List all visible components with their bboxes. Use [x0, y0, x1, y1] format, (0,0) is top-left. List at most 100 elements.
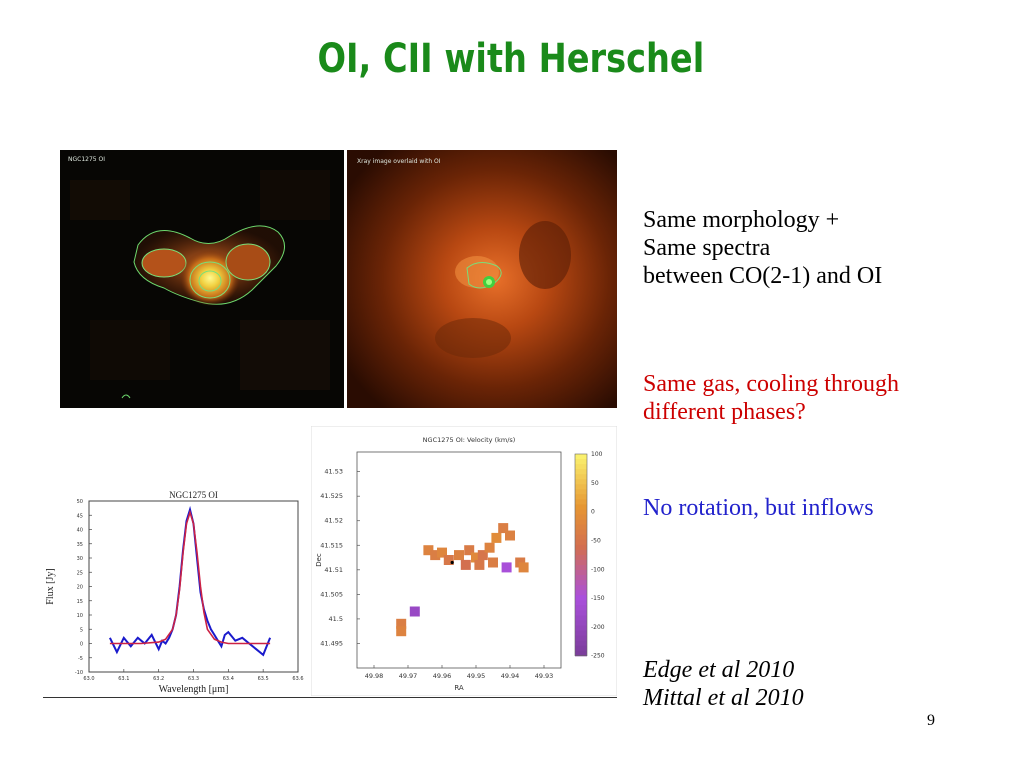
dec-tick-label: 41.53 — [324, 468, 343, 476]
colorbar-segment — [575, 474, 587, 480]
dec-tick-label: 41.515 — [320, 541, 343, 549]
y-tick-label: 40 — [77, 528, 83, 534]
y-tick-label: -10 — [75, 670, 83, 676]
velocity-frame — [356, 451, 562, 669]
colorbar-segment — [575, 484, 587, 490]
colorbar-segment — [575, 524, 587, 531]
colorbar-segment — [575, 590, 587, 596]
velocity-cell — [501, 562, 512, 573]
x-tick-label: 63.5 — [258, 676, 269, 682]
y-tick-label: 5 — [80, 627, 83, 633]
y-tick-label: 0 — [80, 642, 83, 648]
velocity-cell — [460, 559, 471, 570]
velocity-cell — [423, 545, 434, 556]
colorbar-tick-label: -200 — [591, 624, 605, 631]
colorbar-segment — [575, 625, 587, 632]
velocity-ylabel: Dec — [315, 553, 323, 567]
x-tick-label: 63.6 — [292, 676, 303, 682]
colorbar-segment — [575, 509, 587, 516]
slide-title: OI, CII with Herschel — [317, 36, 705, 82]
colorbar-tick-label: 50 — [591, 480, 599, 487]
colorbar-segment — [575, 539, 587, 546]
velocity-xlabel: RA — [454, 684, 464, 692]
y-tick-label: 30 — [77, 556, 83, 562]
rotation-text: No rotation, but inflows — [643, 494, 874, 522]
dec-tick-label: 41.525 — [320, 492, 343, 500]
y-tick-label: 50 — [77, 499, 83, 505]
reference-2: Mittal et al 2010 — [643, 685, 804, 711]
dec-tick-label: 41.5 — [329, 615, 343, 623]
spectrum-ylabel: Flux [Jy] — [45, 568, 56, 604]
colorbar-tick-label: 0 — [591, 509, 595, 516]
reference-1: Edge et al 2010 — [643, 657, 795, 683]
ra-tick-label: 49.93 — [535, 672, 554, 680]
velocity-cell — [443, 555, 454, 565]
velocity-cell — [396, 626, 407, 637]
red-line-2: different phases? — [643, 399, 806, 425]
morphology-text: Same morphology + Same spectra between C… — [643, 206, 882, 290]
dec-tick-label: 41.51 — [324, 566, 343, 574]
velocity-cell — [498, 523, 509, 534]
text-line-2: Same spectra — [643, 235, 771, 261]
fit-spectrum-line — [109, 509, 271, 645]
colorbar-segment — [575, 519, 587, 526]
colorbar-segment — [575, 494, 587, 500]
colorbar-segment — [575, 635, 587, 642]
colorbar-segment — [575, 469, 587, 475]
velocity-cell — [409, 606, 420, 617]
velocity-cell — [491, 532, 502, 543]
ra-tick-label: 49.98 — [365, 672, 384, 680]
velocity-cell — [464, 545, 475, 556]
x-tick-label: 63.4 — [223, 676, 234, 682]
colorbar-segment — [575, 605, 587, 611]
y-tick-label: 35 — [77, 542, 83, 548]
x-tick-label: 63.0 — [83, 676, 94, 682]
colorbar-segment — [575, 615, 587, 621]
colorbar-segment — [575, 650, 587, 657]
oi-map-graphic — [60, 150, 344, 408]
colorbar-segment — [575, 610, 587, 616]
text-line-1: Same morphology + — [643, 207, 840, 233]
colorbar-segment — [575, 595, 587, 601]
colorbar-segment — [575, 479, 587, 485]
colorbar-tick-label: -250 — [591, 653, 605, 660]
nucleus-marker — [450, 560, 454, 565]
velocity-cell — [474, 559, 485, 570]
colorbar-segment — [575, 575, 587, 581]
xray-overlay-image: Xray image overlaid with OI — [347, 150, 617, 408]
colorbar-segment — [575, 585, 587, 591]
colorbar-segment — [575, 559, 587, 566]
ra-tick-label: 49.94 — [501, 672, 520, 680]
velocity-cell — [518, 562, 529, 573]
velocity-map-plot: NGC1275 OI: Velocity (km/s) 49.98 49.97 49.… — [310, 425, 618, 697]
spectrum-plot: NGC1275 OI 50 45 40 35 30 25 20 15 10 5 0 -5 -10 63.0 6… — [43, 487, 310, 697]
velocity-title: NGC1275 OI: Velocity (km/s) — [423, 436, 516, 444]
y-tick-label: 15 — [77, 599, 83, 605]
blue-line: No rotation, but inflows — [643, 495, 874, 521]
colorbar-segment — [575, 459, 587, 465]
ra-tick-label: 49.97 — [399, 672, 418, 680]
velocity-cell — [505, 530, 515, 541]
velocity-map-chart: NGC1275 OI: Velocity (km/s) 49.98 49.97 49.… — [310, 425, 618, 697]
velocity-cell — [488, 557, 498, 568]
xray-overlay-label: Xray image overlaid with OI — [357, 158, 441, 165]
colorbar-segment — [575, 499, 587, 505]
red-line-1: Same gas, cooling through — [643, 371, 899, 397]
y-tick-label: 20 — [77, 585, 83, 591]
velocity-cell — [477, 550, 488, 561]
colorbar-segment — [575, 464, 587, 470]
text-line-3: between CO(2-1) and OI — [643, 263, 883, 289]
colorbar-tick-label: -50 — [591, 537, 601, 544]
colorbar-tick-label: 100 — [591, 451, 603, 458]
velocity-cell — [471, 552, 481, 563]
colorbar-segment — [575, 640, 587, 647]
xray-overlay-graphic — [347, 150, 617, 408]
colorbar-segment — [575, 514, 587, 521]
colorbar-segment — [575, 489, 587, 495]
conclusion-text: Same gas, cooling through different phas… — [643, 370, 899, 426]
y-tick-label: 25 — [77, 570, 83, 576]
x-tick-label: 63.1 — [118, 676, 129, 682]
velocity-cell — [454, 550, 464, 561]
ra-tick-label: 49.95 — [467, 672, 486, 680]
